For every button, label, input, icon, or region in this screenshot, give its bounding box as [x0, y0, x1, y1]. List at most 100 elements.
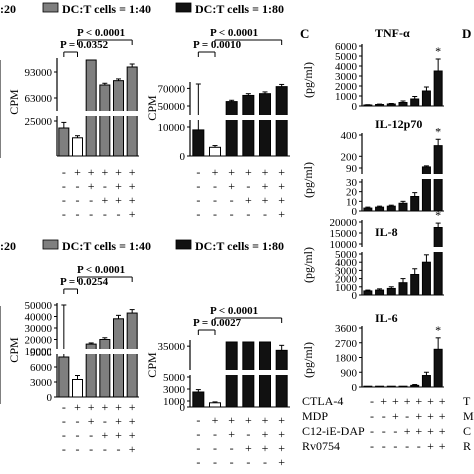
- y-tick-label: 0: [352, 382, 358, 394]
- chart-title: IL-8: [375, 225, 398, 239]
- condition-sign: +: [245, 165, 252, 179]
- p-value-label: P < 0.0001: [210, 27, 258, 39]
- condition-sign: -: [230, 193, 234, 207]
- y-tick-label: 4000: [335, 61, 358, 73]
- bar: [72, 379, 83, 398]
- y-tick-label: 20000: [25, 335, 53, 347]
- condition-sign: -: [196, 165, 200, 179]
- significance-star: *: [435, 124, 441, 138]
- y-tick-label: 200: [341, 151, 358, 163]
- condition-signs-a: - + + + + +- - + - + +- - - + + +- - - - - +: [62, 165, 136, 221]
- bar: [275, 86, 288, 157]
- condition-sign: -: [76, 414, 80, 428]
- condition-sign: -: [196, 193, 200, 207]
- condition-sign: +: [129, 165, 136, 179]
- bar: [398, 282, 408, 296]
- p-value-label: P = 0.0352: [60, 39, 109, 51]
- condition-sign: -: [62, 179, 66, 193]
- condition-sign: +: [278, 427, 285, 441]
- condition-sign: +: [115, 179, 122, 193]
- condition-sign: -: [213, 455, 217, 469]
- y-tick-label: 9000: [30, 347, 53, 359]
- bar: [192, 129, 205, 157]
- condition-sign: -: [246, 207, 250, 221]
- condition-sign: +: [392, 394, 399, 408]
- condition-sign: +: [88, 179, 95, 193]
- y-tick-label: 20000: [330, 217, 358, 229]
- chart-title: IL-6: [375, 311, 398, 325]
- bar: [410, 98, 420, 107]
- condition-label-mdp: MDP: [302, 409, 328, 423]
- condition-sign: +: [439, 394, 446, 408]
- panel-letter-d: D: [462, 26, 471, 41]
- condition-sign: +: [404, 394, 411, 408]
- condition-sign: +: [380, 394, 387, 408]
- condition-sign: +: [74, 400, 81, 414]
- y-tick-label: 2000: [335, 81, 358, 93]
- p-value-label: P < 0.0001: [77, 264, 125, 276]
- condition-sign: +: [74, 165, 81, 179]
- y-axis-label: (pg/ml): [301, 247, 315, 283]
- y-tick-label: 50000: [158, 101, 186, 113]
- bar: [126, 312, 138, 398]
- condition-sign: +: [245, 441, 252, 455]
- condition-sign: +: [278, 179, 285, 193]
- y-tick-label: 5000: [163, 372, 186, 384]
- condition-sign: -: [103, 442, 107, 456]
- bar: [410, 274, 420, 296]
- chart-il8: 010002000300040005000100001500020000(pg/…: [301, 208, 446, 302]
- p-value-label: P < 0.0001: [210, 305, 258, 317]
- bar: [113, 80, 124, 157]
- bar: [259, 93, 271, 157]
- bar: [363, 290, 373, 296]
- bar: [275, 349, 288, 408]
- condition-sign: +: [427, 439, 434, 453]
- condition-sign: +: [278, 441, 285, 455]
- condition-sign: +: [88, 400, 95, 414]
- condition-sign: -: [230, 455, 234, 469]
- condition-sign: -: [62, 207, 66, 221]
- bar: [421, 375, 431, 388]
- condition-signs-c: - + + + + +- - + - + +- - - + + +- - - - - +: [62, 400, 136, 456]
- condition-sign: -: [230, 441, 234, 455]
- y-axis-label: CPM: [7, 337, 21, 363]
- condition-sign: +: [115, 414, 122, 428]
- condition-sign: -: [62, 193, 66, 207]
- y-tick-label: 30: [346, 177, 358, 189]
- condition-sign: -: [263, 207, 267, 221]
- condition-sign: -: [76, 193, 80, 207]
- condition-sign: -: [370, 424, 374, 438]
- y-tick-label: 2000: [335, 274, 358, 286]
- condition-sign: +: [228, 413, 235, 427]
- y-tick-label: 93000: [25, 67, 53, 79]
- y-tick-label: 63000: [25, 93, 53, 105]
- condition-sign: -: [213, 179, 217, 193]
- bar: [58, 356, 70, 398]
- legend-text-140-bottom: DC:T cells = 1:40: [62, 239, 151, 253]
- condition-sign: +: [115, 400, 122, 414]
- condition-sign: -: [196, 455, 200, 469]
- condition-sign: +: [262, 413, 269, 427]
- significance-star: *: [435, 323, 441, 337]
- y-tick-label: 0: [352, 101, 358, 113]
- y-tick-label: 10: [346, 196, 358, 208]
- condition-sign: -: [246, 427, 250, 441]
- y-tick-label: 6000: [335, 41, 358, 53]
- panel-d-cut-m: M: [463, 409, 474, 423]
- y-tick-label: 15000: [330, 228, 358, 240]
- condition-label-ctla4: CTLA-4: [302, 394, 343, 408]
- condition-sign: -: [213, 207, 217, 221]
- condition-sign: -: [76, 442, 80, 456]
- bar: [375, 289, 385, 296]
- condition-sign: +: [115, 428, 122, 442]
- condition-sign: -: [196, 413, 200, 427]
- y-tick-label: 3000: [30, 377, 53, 389]
- p-value-label: P = 0.0027: [193, 317, 242, 329]
- bar: [433, 227, 443, 296]
- condition-sign: -: [230, 207, 234, 221]
- legend-swatch-140-bottom: [42, 239, 59, 250]
- y-tick-label: 3000: [335, 265, 358, 277]
- y-tick-label: 3000: [163, 384, 186, 396]
- condition-sign: +: [392, 409, 399, 423]
